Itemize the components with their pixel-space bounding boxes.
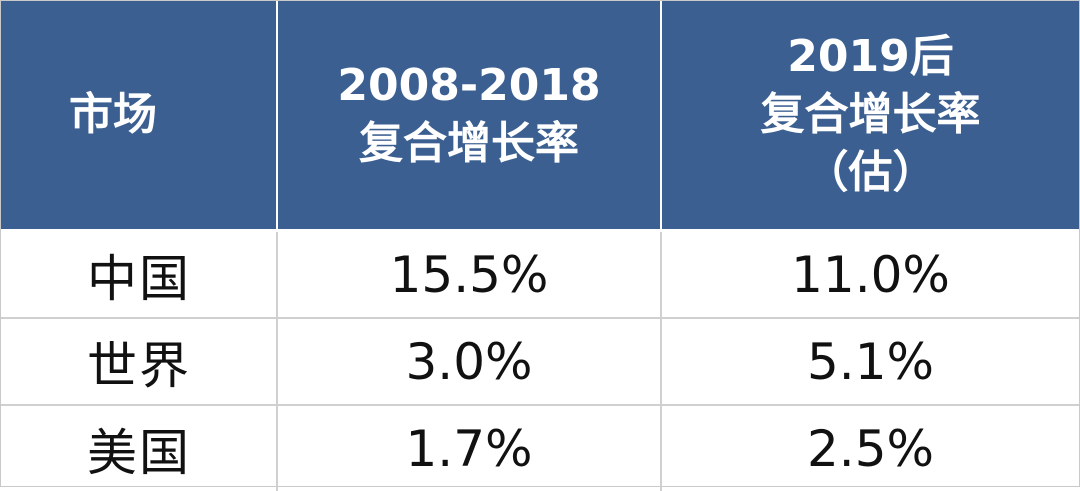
table-row: 中国 15.5% 11.0% xyxy=(1,231,1079,319)
header-market-line-1: 市场 xyxy=(69,86,270,144)
header-cagr-2008-2018: 2008-2018 复合增长率 xyxy=(277,1,661,231)
header-cagr-2008-2018-label: 复合增长率 xyxy=(284,115,654,173)
table-row: 世界 3.0% 5.1% xyxy=(1,318,1079,405)
market-cell: 美国 xyxy=(1,405,277,491)
cagr-2008-2018-cell: 15.5% xyxy=(277,231,661,319)
cagr-2019-est-cell: 2.5% xyxy=(661,405,1079,491)
table-body: 中国 15.5% 11.0% 世界 3.0% 5.1% 美国 1.7% 2.5% xyxy=(1,231,1079,491)
header-cagr-2019-label: 复合增长率 xyxy=(668,86,1073,144)
header-row: 市场 2008-2018 复合增长率 2019后 复合增长率 （估） xyxy=(1,1,1079,231)
header-cagr-2019-estimate-note: （估） xyxy=(668,144,1073,202)
header-cagr-2019-period: 2019后 xyxy=(668,28,1073,86)
market-cell: 世界 xyxy=(1,318,277,405)
header-market: 市场 xyxy=(1,1,277,231)
cagr-2008-2018-cell: 3.0% xyxy=(277,318,661,405)
market-cell: 中国 xyxy=(1,231,277,319)
cagr-2019-est-cell: 11.0% xyxy=(661,231,1079,319)
cagr-2008-2018-cell: 1.7% xyxy=(277,405,661,491)
table-header: 市场 2008-2018 复合增长率 2019后 复合增长率 （估） xyxy=(1,1,1079,231)
table-row: 美国 1.7% 2.5% xyxy=(1,405,1079,491)
header-cagr-2008-2018-period: 2008-2018 xyxy=(284,57,654,115)
cagr-2019-est-cell: 5.1% xyxy=(661,318,1079,405)
header-cagr-2019-est: 2019后 复合增长率 （估） xyxy=(661,1,1079,231)
